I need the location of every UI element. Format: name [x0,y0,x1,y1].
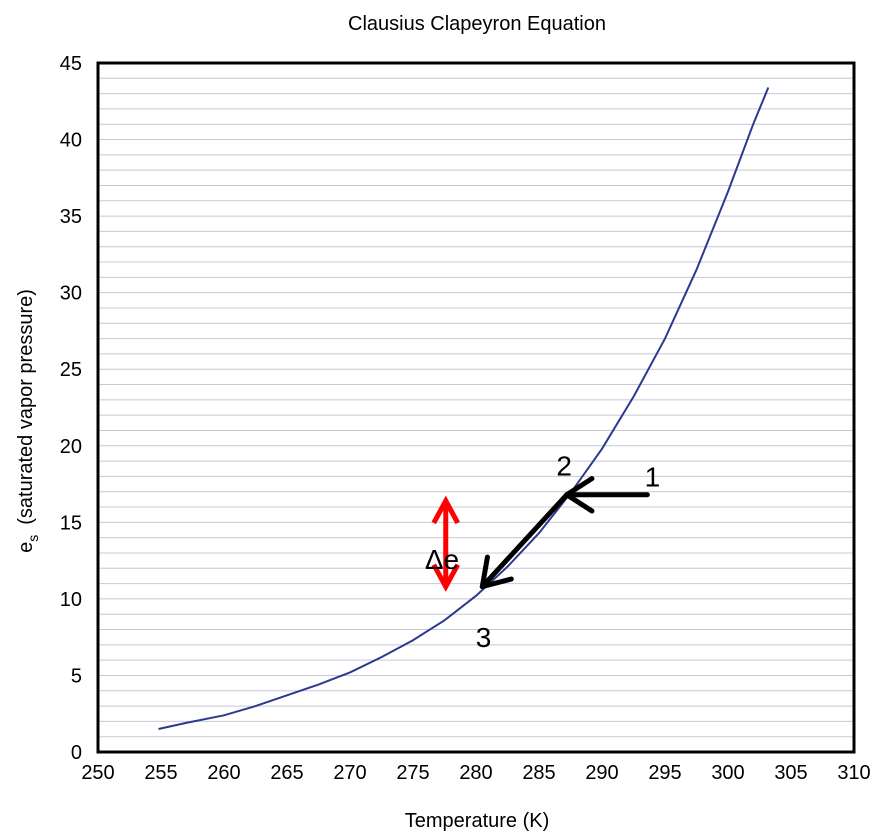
y-axis-label: es (saturated vapor pressure) [15,289,41,553]
x-tick-label: 275 [396,762,429,784]
x-tick-label: 260 [207,762,240,784]
x-axis-label: Temperature (K) [405,810,550,832]
y-tick-label: 45 [60,53,82,75]
point-1-label: 1 [645,461,661,492]
y-tick-label: 40 [60,130,82,152]
point-2-label: 2 [556,451,572,482]
x-tick-label: 295 [648,762,681,784]
y-tick-label: 25 [60,359,82,381]
x-tick-label: 280 [459,762,492,784]
y-tick-label: 5 [71,665,82,687]
y-tick-label: 20 [60,436,82,458]
y-tick-label: 30 [60,283,82,305]
annotations [431,476,650,592]
x-tick-label: 290 [585,762,618,784]
y-tick-labels: 0 5 10 15 20 25 30 35 40 45 [60,53,82,764]
arrow-2-to-3-shaft [479,492,570,590]
delta-e-arrow-head-top [431,495,460,525]
x-tick-labels: 250 255 260 265 270 275 280 285 290 295 300 305 310 [81,762,870,784]
x-tick-label: 300 [711,762,744,784]
y-tick-label: 0 [71,742,82,764]
x-tick-label: 285 [522,762,555,784]
x-tick-label: 250 [81,762,114,784]
x-tick-label: 265 [270,762,303,784]
point-3-label: 3 [476,622,492,653]
y-axis-label-subscript: s [25,535,41,542]
x-tick-label: 255 [144,762,177,784]
x-tick-label: 270 [333,762,366,784]
delta-e-arrow-head-bottom [431,563,460,592]
y-tick-label: 15 [60,512,82,534]
y-axis-label-main: e [15,542,37,553]
x-tick-label: 310 [837,762,870,784]
arrow-1-to-2 [564,476,650,514]
plot-frame [96,61,856,754]
delta-e-arrow [431,495,460,592]
y-axis-label-rest: (saturated vapor pressure) [15,289,37,525]
arrow-2-to-3-head [479,554,514,590]
delta-e-label: Δe [425,544,459,575]
x-tick-label: 305 [774,762,807,784]
saturation-vapor-pressure-curve [158,87,770,730]
y-tick-label: 35 [60,206,82,228]
arrow-2-to-3 [479,492,570,590]
gridlines [98,77,854,738]
chart-title: Clausius Clapeyron Equation [348,13,606,35]
y-tick-label: 10 [60,589,82,611]
